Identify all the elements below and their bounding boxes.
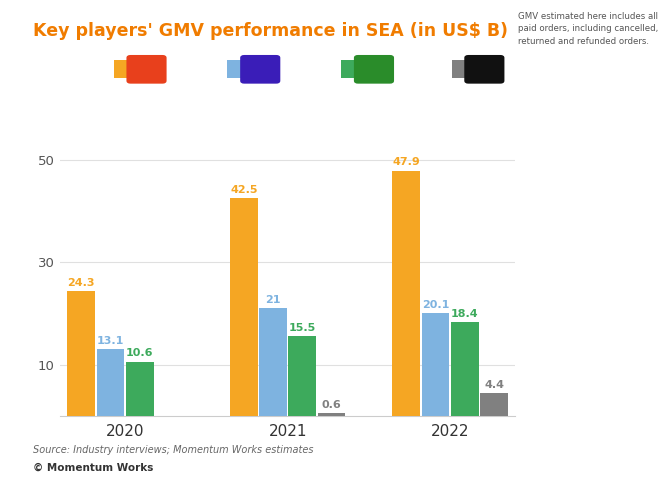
Bar — [318, 413, 345, 416]
Bar — [126, 361, 154, 416]
Text: 24.3: 24.3 — [68, 278, 95, 288]
Text: © Momentum Works: © Momentum Works — [33, 463, 154, 473]
Text: 18.4: 18.4 — [451, 309, 478, 318]
Text: 21: 21 — [266, 295, 281, 305]
Text: GMV estimated here includes all
paid orders, including cancelled,
returned and r: GMV estimated here includes all paid ord… — [518, 12, 659, 46]
Text: 47.9: 47.9 — [393, 157, 420, 167]
Bar — [480, 393, 508, 416]
Text: 20.1: 20.1 — [422, 300, 449, 310]
Text: 0.6: 0.6 — [322, 400, 341, 410]
Text: Key players' GMV performance in SEA (in US$ B): Key players' GMV performance in SEA (in … — [33, 22, 508, 40]
Text: 10.6: 10.6 — [126, 348, 154, 358]
Text: Source: Industry interviews; Momentum Works estimates: Source: Industry interviews; Momentum Wo… — [33, 445, 314, 456]
Bar — [230, 198, 258, 416]
Bar — [393, 171, 420, 416]
Bar — [451, 322, 478, 416]
Bar — [68, 292, 95, 416]
Bar — [421, 313, 450, 416]
Bar — [97, 349, 124, 416]
Text: 42.5: 42.5 — [230, 185, 258, 195]
Bar — [288, 337, 316, 416]
Text: 13.1: 13.1 — [97, 336, 124, 346]
Bar — [259, 308, 287, 416]
Text: 4.4: 4.4 — [484, 380, 504, 390]
Text: 15.5: 15.5 — [288, 324, 316, 334]
